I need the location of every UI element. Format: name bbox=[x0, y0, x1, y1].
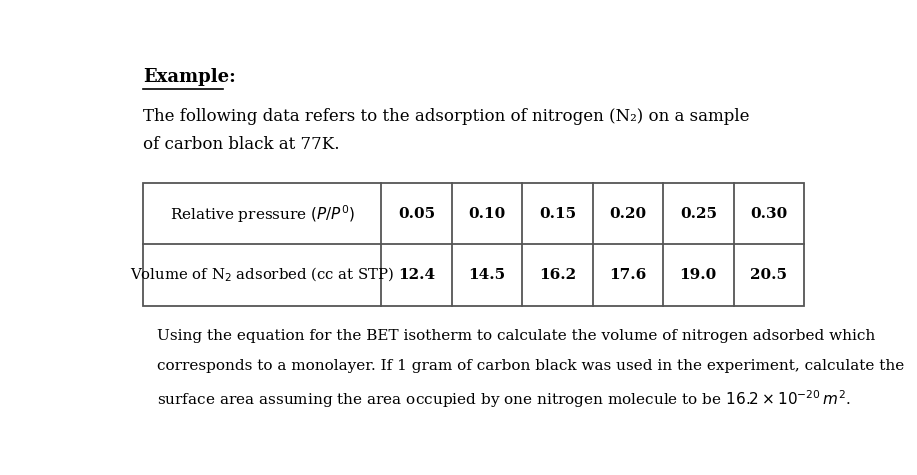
Text: 0.25: 0.25 bbox=[679, 207, 717, 221]
Text: 20.5: 20.5 bbox=[750, 268, 787, 282]
Text: 16.2: 16.2 bbox=[539, 268, 576, 282]
Text: 14.5: 14.5 bbox=[469, 268, 505, 282]
Text: 0.15: 0.15 bbox=[539, 207, 576, 221]
Text: Using the equation for the BET isotherm to calculate the volume of nitrogen adso: Using the equation for the BET isotherm … bbox=[158, 330, 876, 343]
Text: 0.30: 0.30 bbox=[750, 207, 788, 221]
Text: 0.20: 0.20 bbox=[609, 207, 646, 221]
Text: corresponds to a monolayer. If 1 gram of carbon black was used in the experiment: corresponds to a monolayer. If 1 gram of… bbox=[158, 359, 904, 373]
Text: Relative pressure $(P/P^0)$: Relative pressure $(P/P^0)$ bbox=[170, 203, 355, 225]
Text: 0.10: 0.10 bbox=[469, 207, 505, 221]
Text: 17.6: 17.6 bbox=[609, 268, 646, 282]
Text: Volume of N$_2$ adsorbed (cc at STP): Volume of N$_2$ adsorbed (cc at STP) bbox=[130, 266, 394, 284]
Text: surface area assuming the area occupied by one nitrogen molecule to be $16.2\tim: surface area assuming the area occupied … bbox=[158, 388, 851, 410]
Text: The following data refers to the adsorption of nitrogen (N₂) on a sample: The following data refers to the adsorpt… bbox=[143, 108, 749, 125]
Text: 19.0: 19.0 bbox=[679, 268, 717, 282]
Text: of carbon black at 77K.: of carbon black at 77K. bbox=[143, 136, 339, 152]
Text: 12.4: 12.4 bbox=[398, 268, 435, 282]
Text: 0.05: 0.05 bbox=[398, 207, 435, 221]
Text: Example:: Example: bbox=[143, 68, 236, 86]
